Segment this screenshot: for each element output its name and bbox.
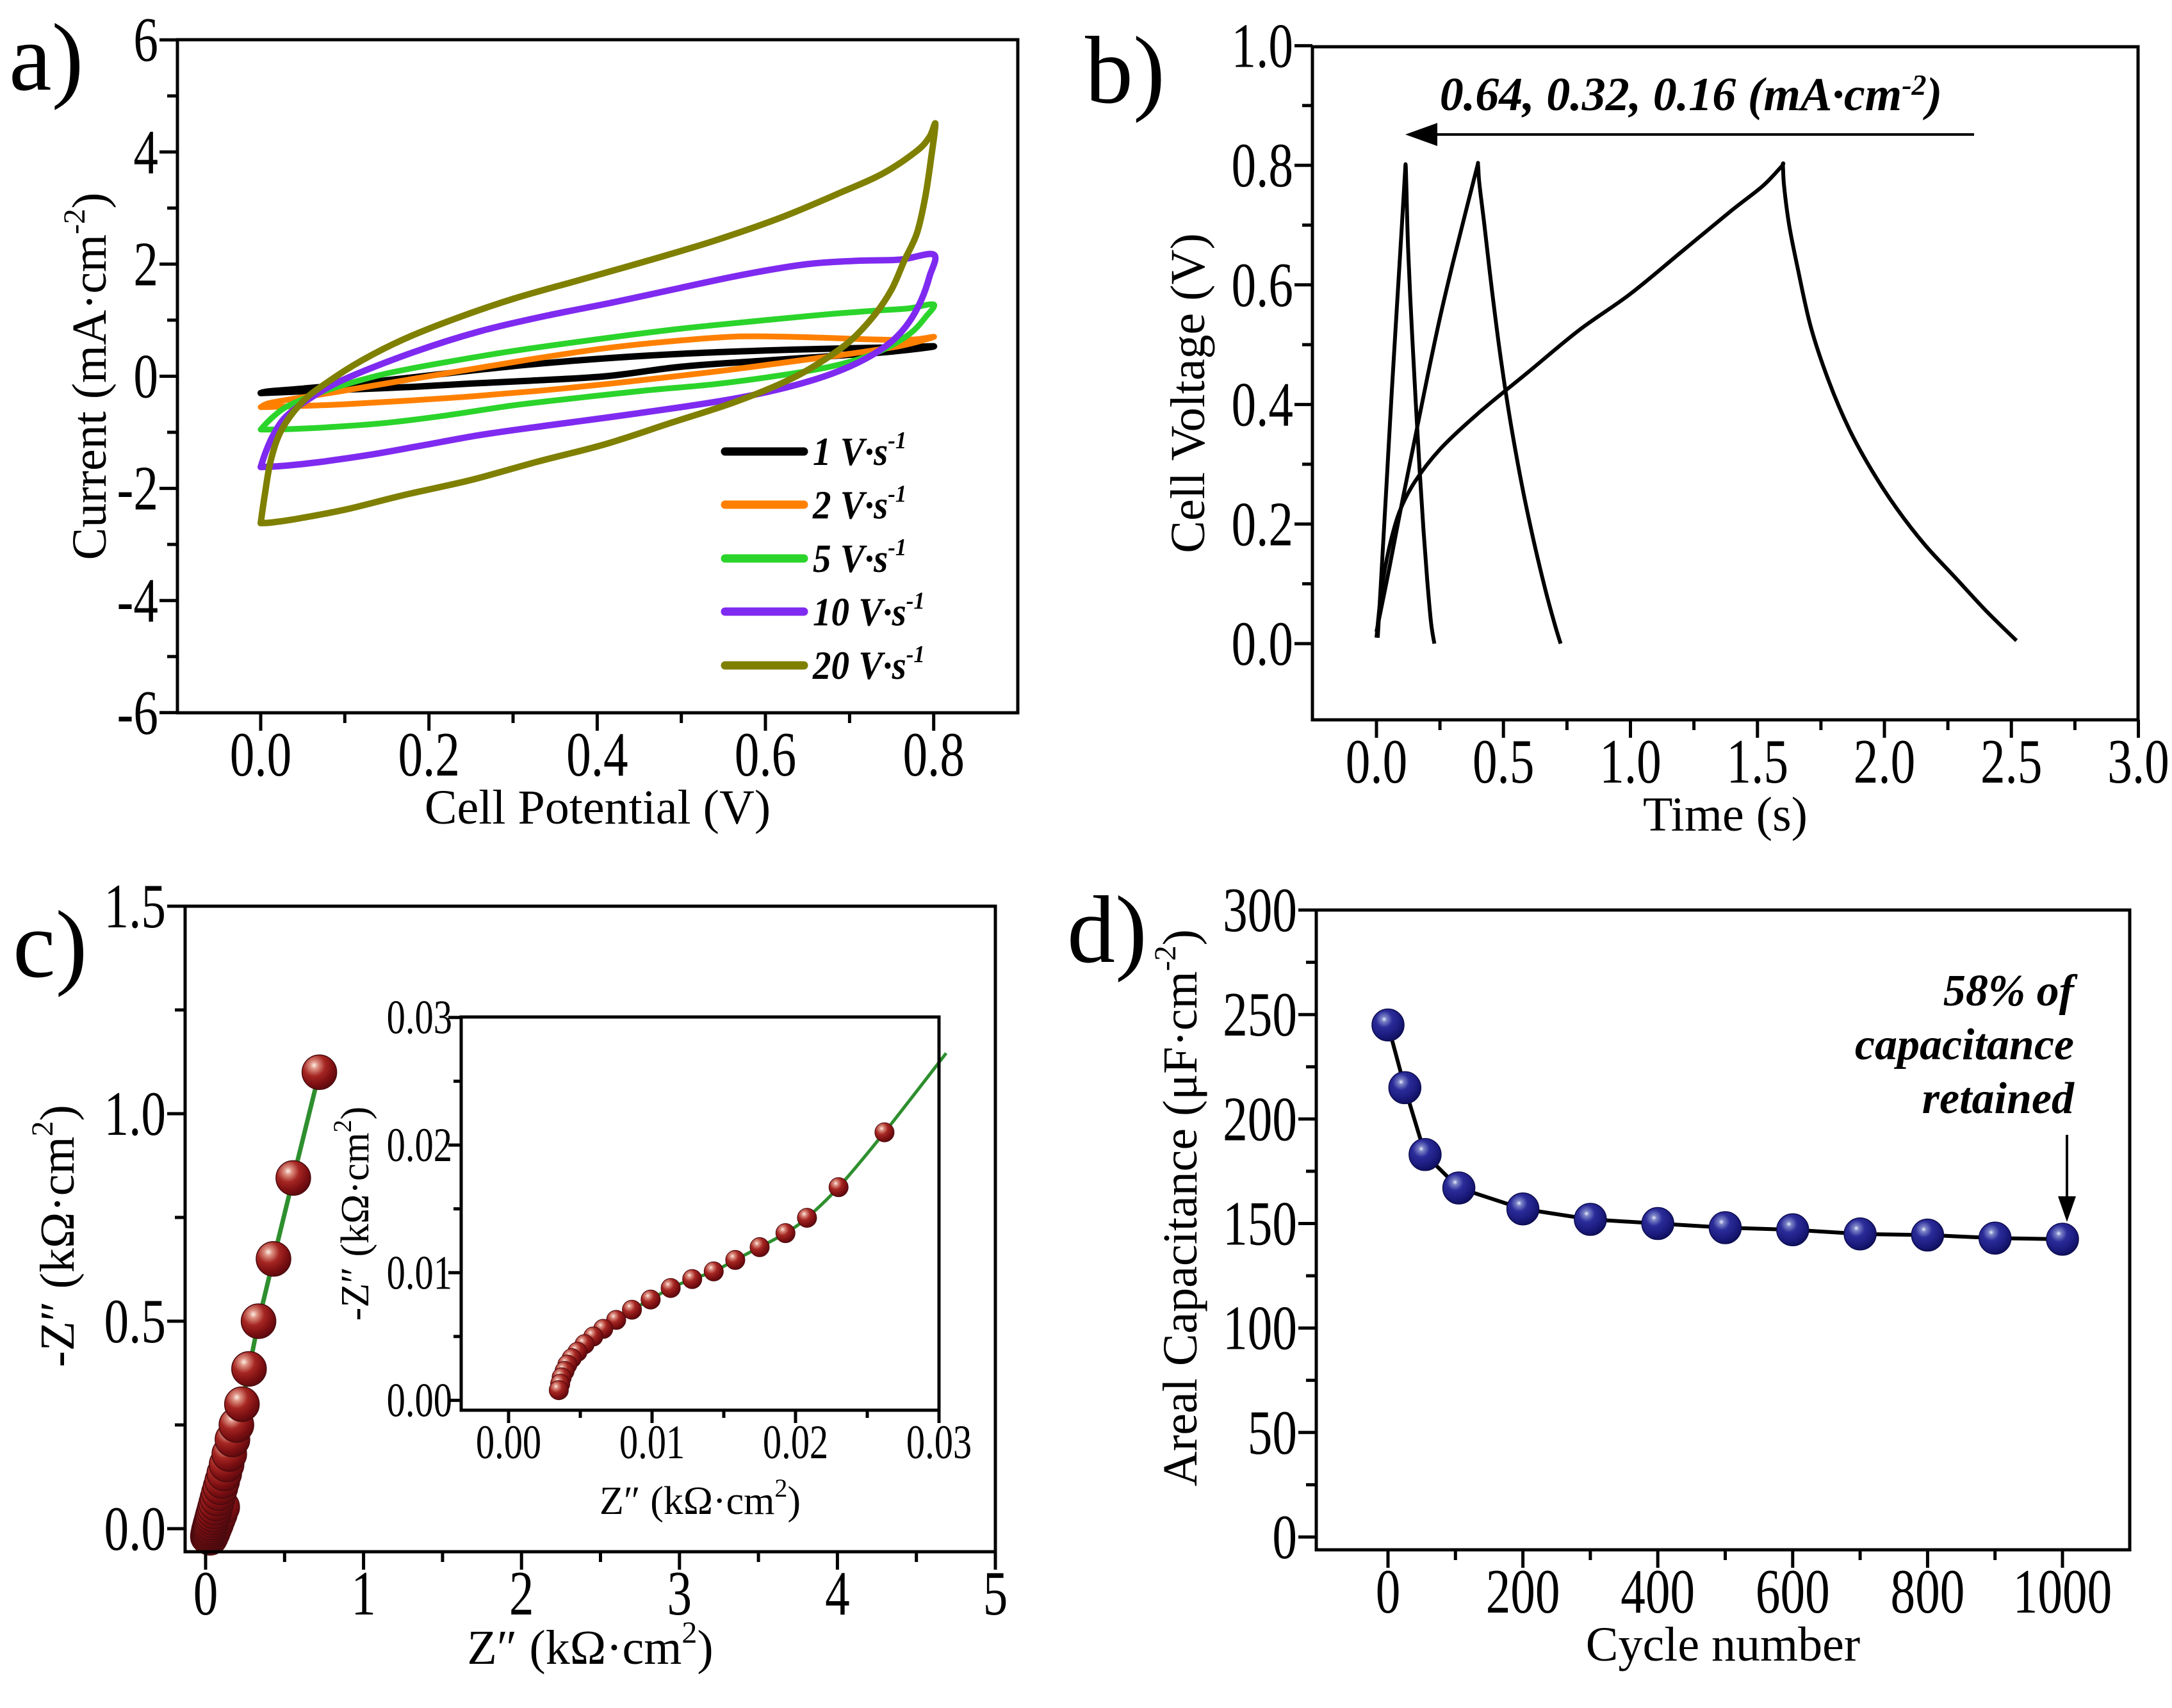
svg-text:20 V·s-1​: 20 V·s-1​ [812,640,925,688]
svg-text:1.5: 1.5 [1727,727,1789,797]
svg-text:800: 800 [1890,1557,1964,1627]
svg-text:1.0: 1.0 [1599,727,1662,797]
svg-text:d): d) [1067,877,1147,983]
svg-text:b): b) [1085,17,1165,124]
svg-text:Z″ (kΩ·cm2)​: Z″ (kΩ·cm2)​ [467,1616,713,1675]
svg-text:0.6: 0.6 [735,720,797,790]
svg-text:0.02: 0.02 [387,1118,452,1172]
svg-text:0.64, 0.32, 0.16 (mA·cm-2)​: 0.64, 0.32, 0.16 (mA·cm-2)​ [1440,69,1942,121]
svg-text:1.0: 1.0 [104,1079,166,1149]
svg-text:0.4: 0.4 [1231,370,1293,440]
svg-text:capacitance: capacitance [1855,1020,2074,1070]
svg-text:0.01: 0.01 [619,1415,685,1469]
svg-text:3.0: 3.0 [2107,727,2169,797]
svg-text:600: 600 [1756,1557,1830,1627]
svg-text:0.2: 0.2 [398,720,460,790]
svg-text:2: 2 [133,229,158,299]
svg-text:0.2: 0.2 [1231,489,1293,559]
svg-text:-2: -2 [117,454,158,524]
svg-text:250: 250 [1223,980,1297,1050]
svg-text:0.0: 0.0 [230,720,292,790]
svg-text:1.5: 1.5 [104,872,166,941]
svg-text:Cell Voltage (V): Cell Voltage (V) [1161,233,1215,553]
svg-text:150: 150 [1223,1189,1297,1259]
svg-text:2.0: 2.0 [1854,727,1916,797]
svg-text:-Z″ (kΩ·cm2)​: -Z″ (kΩ·cm2)​ [328,1107,377,1321]
svg-text:0: 0 [1376,1557,1401,1627]
svg-text:Cell Potential (V): Cell Potential (V) [425,781,771,834]
svg-text:400: 400 [1621,1557,1695,1627]
svg-text:300: 300 [1223,875,1297,945]
svg-text:1.0: 1.0 [1231,11,1293,81]
svg-text:Time (s): Time (s) [1643,788,1808,842]
svg-text:1: 1 [351,1559,376,1629]
svg-text:10 V·s-1​: 10 V·s-1​ [813,587,925,634]
svg-text:5: 5 [983,1559,1008,1629]
svg-text:0.01: 0.01 [387,1246,452,1299]
svg-text:-4: -4 [117,566,158,636]
svg-text:58% of: 58% of [1943,966,2078,1016]
svg-text:Z″ (kΩ·cm2)​: Z″ (kΩ·cm2)​ [600,1474,801,1523]
svg-text:0.03: 0.03 [387,991,452,1045]
svg-text:-6: -6 [117,678,158,748]
svg-text:0.5: 0.5 [104,1287,166,1356]
svg-text:0: 0 [133,342,158,412]
svg-text:6: 6 [133,5,158,75]
svg-text:0: 0 [1272,1502,1297,1572]
svg-text:200: 200 [1486,1557,1560,1627]
svg-text:c): c) [13,891,88,998]
svg-text:Areal Capacitance (μF·cm-2)​: Areal Capacitance (μF·cm-2)​ [1148,929,1207,1486]
svg-text:2 V·s-1​: 2 V·s-1​ [812,480,906,527]
svg-text:4: 4 [825,1559,850,1629]
svg-text:retained: retained [1922,1074,2075,1123]
svg-text:a): a) [9,4,84,111]
svg-text:0.0: 0.0 [104,1494,166,1564]
svg-text:1000: 1000 [2013,1557,2112,1627]
svg-text:100: 100 [1223,1294,1297,1363]
svg-text:4: 4 [133,117,158,187]
svg-text:-Z″ (kΩ·cm2)​: -Z″ (kΩ·cm2)​ [26,1105,85,1367]
svg-text:0.8: 0.8 [1231,131,1293,200]
svg-text:0.4: 0.4 [566,720,628,790]
svg-text:Cycle number: Cycle number [1586,1618,1860,1671]
svg-text:0.0: 0.0 [1346,727,1408,797]
svg-text:0.02: 0.02 [763,1415,828,1469]
svg-text:0.0: 0.0 [1231,609,1293,679]
svg-text:0.00: 0.00 [476,1415,541,1469]
svg-text:0.6: 0.6 [1231,250,1293,320]
svg-text:0: 0 [193,1559,218,1629]
svg-text:0.5: 0.5 [1473,727,1535,797]
svg-text:Current (mA·cm-2)​: Current (mA·cm-2)​ [58,193,117,560]
svg-text:50: 50 [1248,1398,1297,1468]
svg-text:2: 2 [509,1559,534,1629]
svg-text:0.8: 0.8 [902,720,965,790]
svg-text:2.5: 2.5 [1980,727,2043,797]
svg-text:3: 3 [667,1559,692,1629]
svg-text:200: 200 [1223,1084,1297,1154]
svg-text:0.00: 0.00 [387,1374,452,1427]
svg-text:0.03: 0.03 [906,1415,972,1469]
